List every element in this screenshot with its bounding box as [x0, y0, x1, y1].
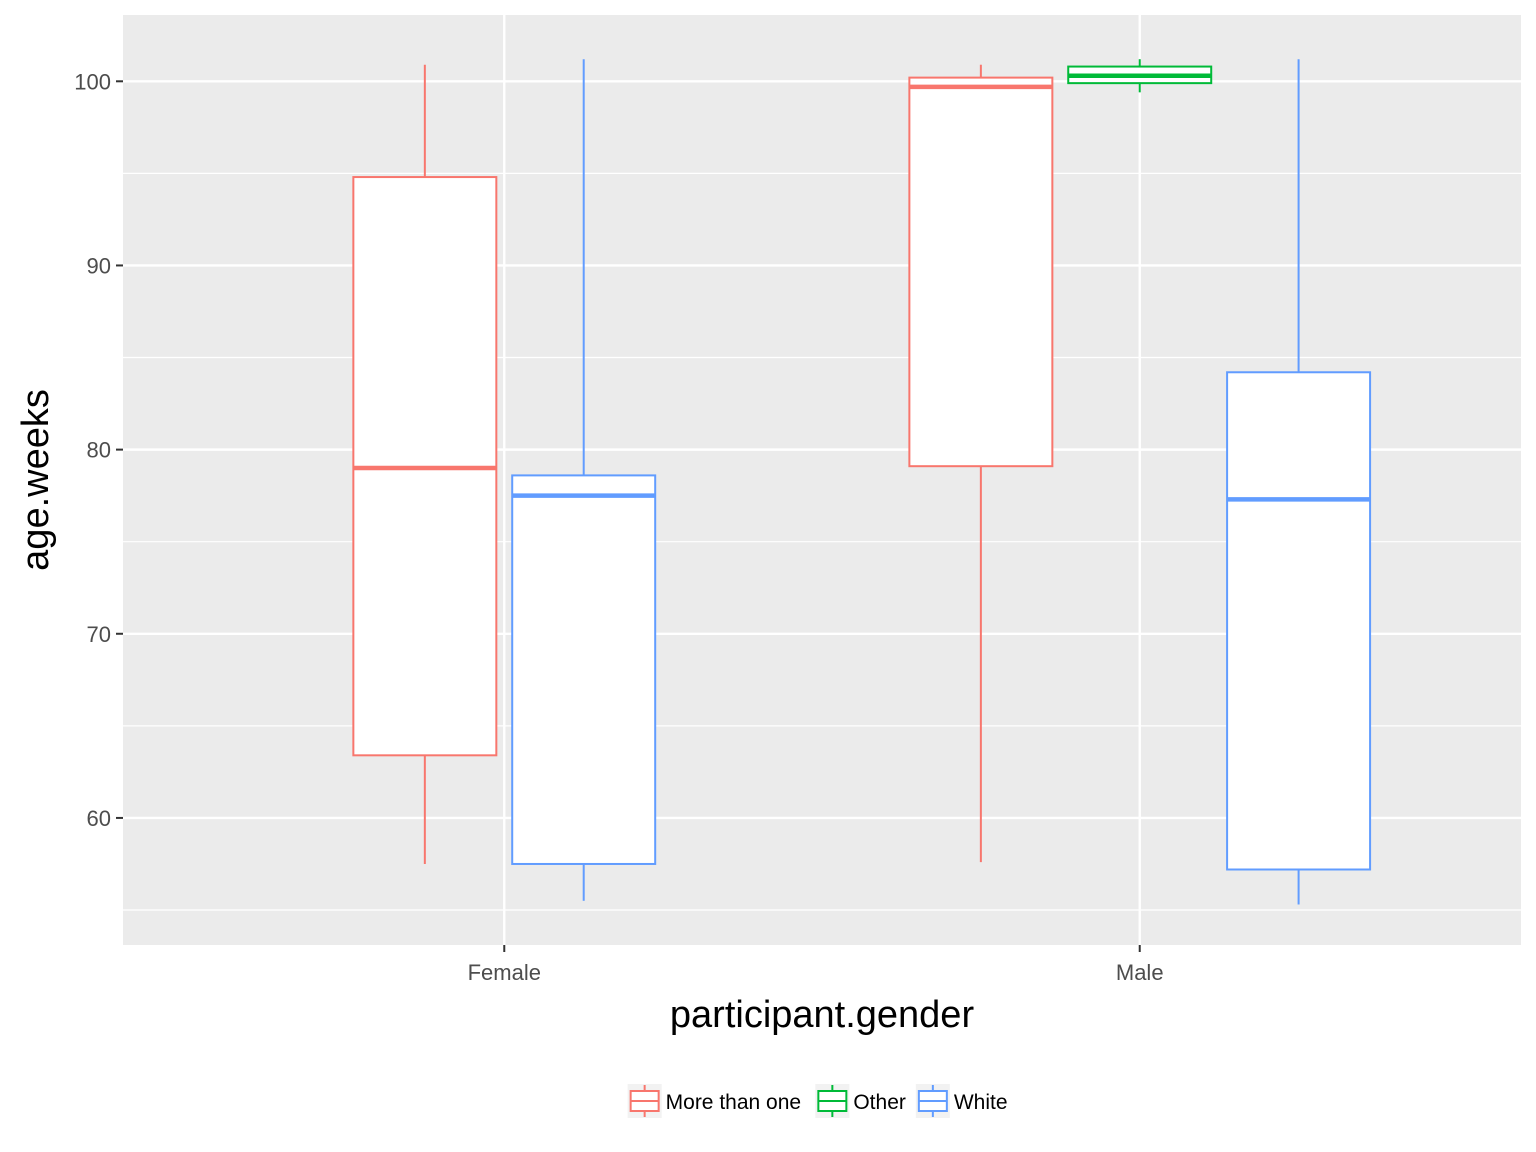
box-more-than-one-female	[352, 64, 498, 864]
y-tick-label: 60	[87, 806, 111, 831]
box-other-male	[1067, 59, 1213, 93]
y-axis: 60 70 80 90 100	[74, 69, 123, 831]
box-white-male	[1226, 59, 1372, 905]
legend-item-more-than-one: More than one	[627, 1084, 801, 1118]
legend-item-white: White	[915, 1084, 1008, 1118]
legend-label: White	[954, 1091, 1008, 1114]
y-tick-label: 100	[74, 69, 111, 94]
box-more-than-one-male	[908, 64, 1054, 863]
x-tick-label: Male	[1116, 960, 1164, 985]
box-white-female	[511, 59, 657, 901]
legend-label: More than one	[666, 1091, 801, 1114]
legend: More than one Other White	[627, 1084, 1008, 1118]
y-tick-label: 80	[87, 438, 111, 463]
y-axis-title: age.weeks	[15, 389, 57, 571]
y-tick-label: 70	[87, 622, 111, 647]
boxes-layer	[352, 59, 1372, 905]
legend-label: Other	[853, 1091, 906, 1114]
box-body	[1226, 371, 1372, 871]
y-tick-label: 90	[87, 253, 111, 278]
legend-item-other: Other	[815, 1084, 906, 1118]
x-tick-label: Female	[468, 960, 541, 985]
box-body	[511, 474, 657, 865]
x-axis: Female Male	[468, 945, 1164, 985]
box-body	[908, 76, 1054, 468]
x-axis-title: participant.gender	[670, 994, 975, 1036]
